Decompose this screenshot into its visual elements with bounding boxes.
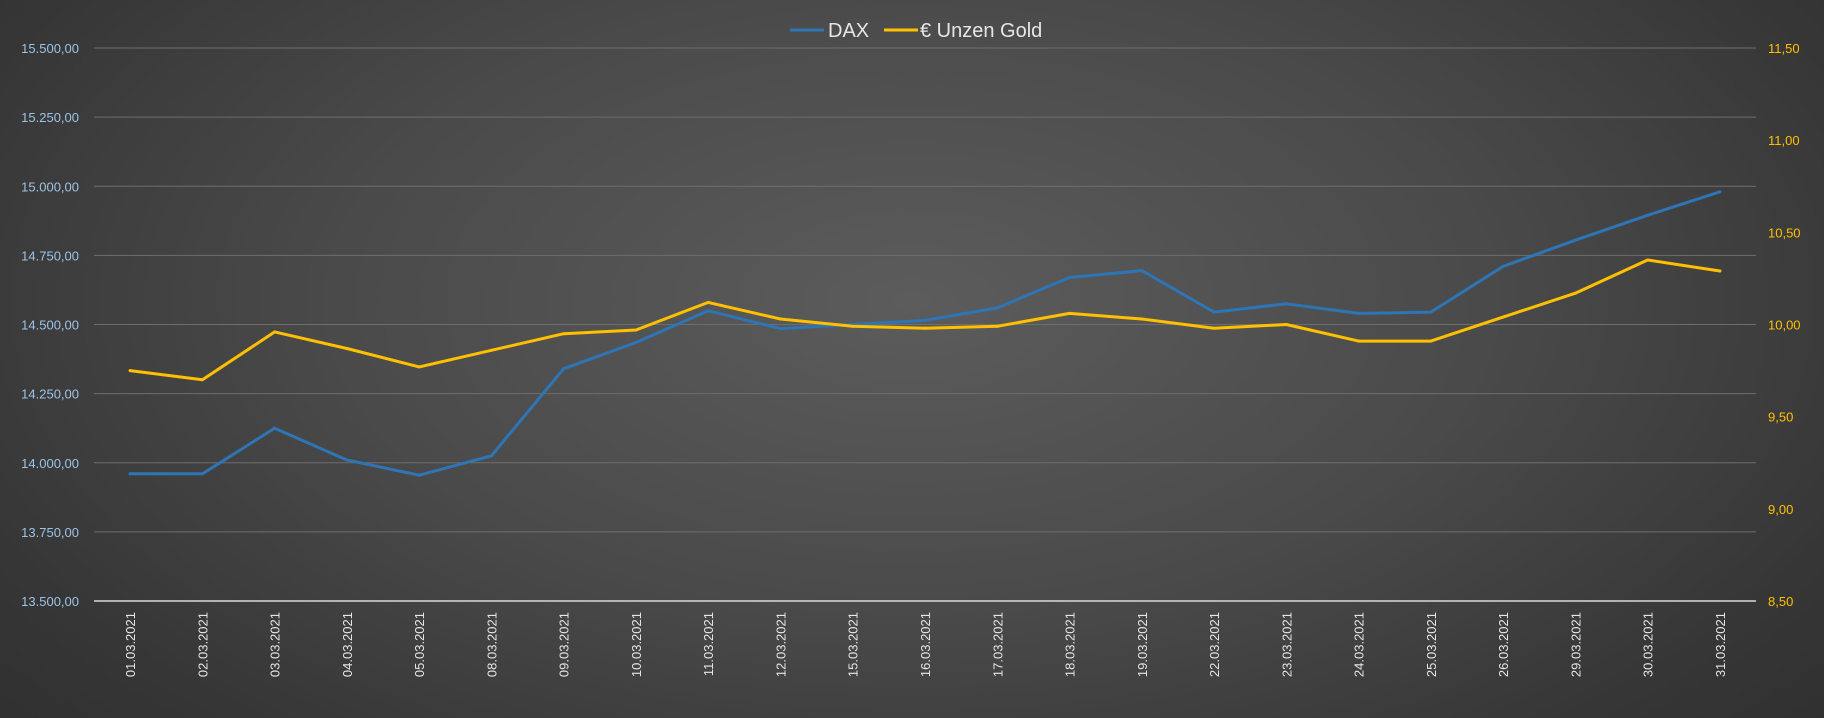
data-point-dax xyxy=(1357,311,1361,315)
x-tick-label: 18.03.2021 xyxy=(1063,612,1078,677)
x-tick-label: 16.03.2021 xyxy=(918,612,933,677)
series-line-dax xyxy=(128,190,1722,477)
data-point-dax xyxy=(634,340,638,344)
x-tick-label: 26.03.2021 xyxy=(1496,612,1511,677)
data-point-dax xyxy=(1284,302,1288,306)
data-point-gold xyxy=(489,348,493,352)
data-point-gold xyxy=(200,378,204,382)
y-axis-left: 13.500,00 13.750,00 14.000,00 14.250,00 14.5… xyxy=(21,41,79,609)
data-point-gold xyxy=(417,365,421,369)
data-point-gold xyxy=(1646,258,1650,262)
x-tick-label: 23.03.2021 xyxy=(1279,612,1294,677)
data-point-gold xyxy=(1573,291,1577,295)
x-tick-label: 04.03.2021 xyxy=(340,612,355,677)
data-point-dax xyxy=(200,472,204,476)
data-point-dax xyxy=(562,367,566,371)
data-point-dax xyxy=(1068,275,1072,279)
data-point-dax xyxy=(1212,310,1216,314)
y-left-tick-label: 15.500,00 xyxy=(21,41,79,56)
x-tick-label: 17.03.2021 xyxy=(990,612,1005,677)
x-tick-label: 09.03.2021 xyxy=(557,612,572,677)
y-right-tick-label: 9,00 xyxy=(1768,502,1793,517)
y-axis-right: 8,50 9,00 9,50 10,00 10,50 11,00 11,50 xyxy=(1768,41,1801,609)
data-point-dax xyxy=(489,454,493,458)
x-tick-label: 29.03.2021 xyxy=(1568,612,1583,677)
y-right-tick-label: 11,50 xyxy=(1768,41,1800,56)
data-point-gold xyxy=(1429,339,1433,343)
series-lines xyxy=(128,190,1722,477)
x-tick-label: 30.03.2021 xyxy=(1641,612,1656,677)
y-left-tick-label: 14.500,00 xyxy=(21,318,79,333)
y-right-tick-label: 8,50 xyxy=(1768,594,1793,609)
data-point-gold xyxy=(1068,311,1072,315)
data-point-dax xyxy=(417,473,421,477)
y-left-tick-label: 15.000,00 xyxy=(21,179,79,194)
data-point-dax xyxy=(273,426,277,430)
x-tick-label: 08.03.2021 xyxy=(484,612,499,677)
data-point-gold xyxy=(1284,323,1288,326)
x-tick-label: 25.03.2021 xyxy=(1424,612,1439,677)
data-point-dax xyxy=(706,309,710,313)
x-tick-label: 10.03.2021 xyxy=(629,612,644,677)
data-point-gold xyxy=(923,326,927,330)
x-tick-label: 22.03.2021 xyxy=(1207,612,1222,677)
legend: DAX € Unzen Gold xyxy=(790,20,1042,42)
data-point-gold xyxy=(345,346,349,350)
data-point-dax xyxy=(1429,310,1433,314)
legend-label-dax: DAX xyxy=(828,20,869,42)
y-right-tick-label: 9,50 xyxy=(1768,410,1793,425)
x-tick-label: 03.03.2021 xyxy=(268,612,283,677)
y-left-tick-label: 14.750,00 xyxy=(21,248,79,263)
data-point-gold xyxy=(1718,269,1722,273)
data-point-dax xyxy=(1573,238,1577,242)
data-point-dax xyxy=(345,458,349,462)
x-tick-label: 01.03.2021 xyxy=(123,612,138,677)
data-point-dax xyxy=(1646,213,1650,217)
x-axis: 01.03.2021 02.03.2021 03.03.2021 04.03.2021… xyxy=(94,600,1756,677)
data-point-gold xyxy=(995,324,999,328)
gridlines xyxy=(94,47,1756,533)
x-tick-label: 19.03.2021 xyxy=(1135,612,1150,677)
x-tick-label: 02.03.2021 xyxy=(195,612,210,677)
data-point-gold xyxy=(562,332,566,336)
data-point-dax xyxy=(1718,190,1722,194)
x-tick-label: 11.03.2021 xyxy=(701,612,716,676)
data-point-gold xyxy=(706,300,710,304)
x-tick-label: 31.03.2021 xyxy=(1713,612,1728,677)
y-left-tick-label: 14.250,00 xyxy=(21,387,79,402)
x-tick-label: 15.03.2021 xyxy=(846,612,861,677)
y-right-tick-label: 10,50 xyxy=(1768,225,1801,240)
x-tick-label: 24.03.2021 xyxy=(1352,612,1367,677)
data-point-dax xyxy=(1501,264,1505,268)
data-point-gold xyxy=(851,324,855,328)
data-point-gold xyxy=(778,317,782,321)
data-point-gold xyxy=(1357,339,1361,343)
data-point-dax xyxy=(923,318,927,322)
y-left-tick-label: 14.000,00 xyxy=(21,456,79,471)
x-tick-label: 05.03.2021 xyxy=(412,612,427,677)
data-point-gold xyxy=(273,330,277,334)
data-point-gold xyxy=(1140,317,1144,321)
data-point-dax xyxy=(128,472,132,476)
x-tick-label: 12.03.2021 xyxy=(773,612,788,677)
y-left-tick-label: 15.250,00 xyxy=(21,110,79,125)
data-point-gold xyxy=(634,328,638,332)
data-point-dax xyxy=(778,327,782,331)
y-right-tick-label: 10,00 xyxy=(1768,318,1801,333)
y-left-tick-label: 13.500,00 xyxy=(21,594,79,609)
y-right-tick-label: 11,00 xyxy=(1768,133,1800,148)
data-point-gold xyxy=(1501,315,1505,319)
legend-label-gold: € Unzen Gold xyxy=(920,20,1042,42)
data-point-dax xyxy=(1140,269,1144,273)
data-point-gold xyxy=(1212,326,1216,330)
data-point-gold xyxy=(128,369,132,373)
data-point-dax xyxy=(995,306,999,310)
y-left-tick-label: 13.750,00 xyxy=(21,525,79,540)
